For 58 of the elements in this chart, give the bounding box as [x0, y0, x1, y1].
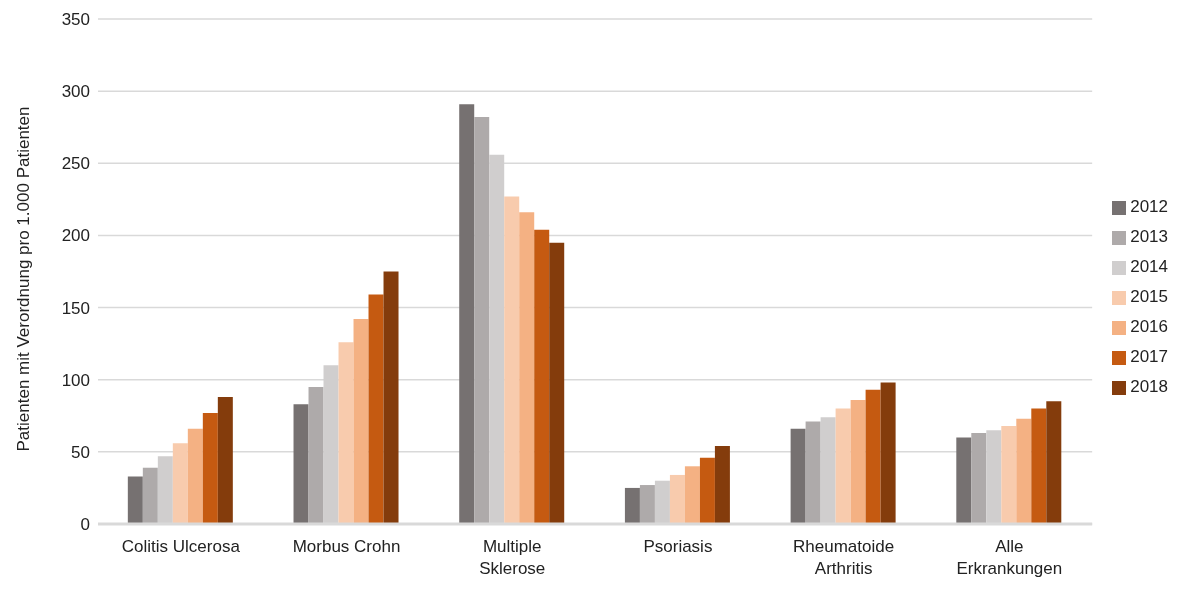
bar	[504, 196, 520, 524]
bar	[308, 386, 324, 524]
y-axis-title: Patienten mit Verordnung pro 1.000 Patienten	[14, 106, 34, 452]
bar	[639, 485, 655, 524]
bar	[534, 229, 550, 524]
bar	[383, 271, 399, 524]
bar	[474, 117, 490, 524]
y-tick-label: 350	[61, 10, 90, 30]
y-tick-label: 250	[61, 154, 90, 174]
bar	[805, 421, 821, 524]
y-tick-label: 150	[61, 298, 90, 318]
bar	[353, 319, 369, 524]
bar	[338, 342, 354, 524]
bar	[835, 408, 851, 524]
bar	[519, 212, 535, 524]
bar	[624, 487, 640, 524]
legend-label: 2018	[1130, 377, 1168, 396]
bar	[669, 474, 685, 524]
bar	[459, 104, 475, 524]
bar	[714, 446, 730, 524]
bar	[1016, 418, 1032, 524]
x-tick-label: Multiple Sklerose	[479, 537, 546, 578]
bar	[699, 457, 715, 524]
bar	[971, 433, 987, 524]
bar	[880, 382, 896, 524]
legend-label: 2014	[1130, 257, 1168, 276]
bar	[172, 443, 188, 524]
y-tick-label: 100	[61, 370, 90, 390]
y-tick-label: 300	[61, 82, 90, 102]
legend-label: 2015	[1130, 287, 1168, 306]
legend-label: 2017	[1130, 347, 1168, 366]
bar	[790, 428, 806, 524]
bar	[187, 428, 203, 524]
x-tick-label: Colitis Ulcerosa	[121, 537, 241, 556]
bar	[368, 294, 384, 524]
bar	[865, 389, 881, 524]
x-tick-label: Alle Erkrankungen	[956, 537, 1063, 578]
y-tick-label: 0	[80, 515, 90, 535]
bar	[202, 412, 218, 524]
legend-label: 2016	[1130, 317, 1168, 336]
bar	[850, 399, 866, 524]
bar	[1046, 401, 1062, 524]
bar	[217, 397, 233, 524]
x-tick-label: Psoriasis	[643, 537, 713, 556]
bar	[142, 467, 158, 524]
bar	[549, 242, 565, 524]
bar	[684, 466, 700, 524]
bar	[956, 437, 972, 524]
x-tick-label: Rheumatoide Arthritis	[793, 537, 895, 578]
bar	[293, 404, 309, 524]
bar	[1031, 408, 1047, 524]
y-tick-label: 50	[71, 442, 90, 462]
bar	[127, 476, 143, 524]
legend-label: 2013	[1130, 227, 1168, 246]
y-tick-label: 200	[61, 226, 90, 246]
legend-label: 2012	[1130, 197, 1168, 216]
x-tick-label: Morbus Crohn	[292, 537, 401, 556]
bar	[1001, 425, 1017, 524]
